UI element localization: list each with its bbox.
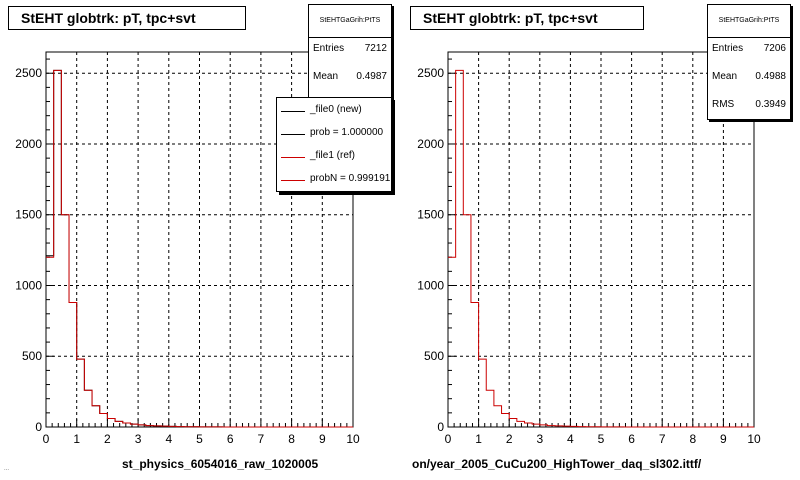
x-tick-label: 1 (73, 432, 80, 446)
x-tick-label: 3 (135, 432, 142, 446)
right-stats-rms: RMS 0.3949 (712, 99, 786, 110)
x-tick-label: 1 (475, 432, 482, 446)
footnote: ... (4, 466, 10, 472)
histogram-left: 0 1 2 3 4 5 6 7 8 9 10 0 500 1000 1500 2000 2500 (15, 51, 360, 446)
left-stats-mean: Mean 0.4987 (313, 71, 387, 82)
series-ref (46, 69, 353, 428)
x-tick-label: 6 (227, 432, 234, 446)
legend-line-probn (281, 180, 305, 181)
x-tick-label: 9 (720, 432, 727, 446)
x-tick-label: 9 (319, 432, 326, 446)
x-tick-label: 5 (196, 432, 203, 446)
footer-right-path: on/year_2005_CuCu200_HighTower_daq_sl302… (412, 457, 702, 471)
legend-entry: _file0 (new) (277, 101, 391, 121)
y-tick-label: 1500 (15, 208, 42, 222)
legend-line-prob (281, 134, 305, 135)
y-tick-label: 2500 (15, 66, 42, 80)
left-legend: _file0 (new) prob = 1.000000 _file1 (ref… (276, 97, 392, 192)
x-tick-label: 0 (43, 432, 50, 446)
x-tick-label: 7 (258, 432, 265, 446)
x-tick-label: 0 (445, 432, 452, 446)
x-tick-label: 3 (536, 432, 543, 446)
left-stats-box: StEHTGaGrih:PtTS Entries 7212 Mean 0.498… (308, 4, 392, 98)
left-stats-entries: Entries 7212 (313, 43, 387, 54)
x-tick-label: 8 (288, 432, 295, 446)
right-stats-box: StEHTGaGrih:PtTS Entries 7206 Mean 0.498… (707, 4, 791, 120)
y-tick-label: 2000 (417, 137, 444, 151)
x-tick-label: 7 (659, 432, 666, 446)
x-tick-label: 10 (346, 432, 360, 446)
y-tick-label: 500 (424, 349, 444, 363)
y-tick-label: 1500 (417, 208, 444, 222)
y-tick-label: 1000 (417, 278, 444, 292)
y-tick-label: 0 (437, 420, 444, 434)
right-chart-title: StEHT globtrk: pT, tpc+svt (410, 6, 644, 30)
series-ref (448, 69, 754, 428)
y-tick-label: 2000 (15, 137, 42, 151)
x-tick-label: 5 (598, 432, 605, 446)
left-chart-title: StEHT globtrk: pT, tpc+svt (8, 6, 246, 30)
x-tick-label: 4 (165, 432, 172, 446)
x-tick-label: 2 (506, 432, 513, 446)
x-tick-label: 10 (747, 432, 761, 446)
y-tick-label: 500 (22, 349, 42, 363)
histogram-right: 0 1 2 3 4 5 6 7 8 9 10 0 500 1000 1500 2000 2500 (417, 51, 761, 446)
y-tick-label: 0 (35, 420, 42, 434)
x-tick-label: 4 (567, 432, 574, 446)
legend-entry: probN = 0.999191 (277, 170, 391, 190)
legend-line-ref (281, 157, 305, 158)
legend-entry: prob = 1.000000 (277, 124, 391, 144)
x-tick-label: 6 (628, 432, 635, 446)
right-stats-mean: Mean 0.4988 (712, 71, 786, 82)
footer-left-filename: st_physics_6054016_raw_1020005 (122, 457, 319, 471)
legend-entry: _file1 (ref) (277, 147, 391, 167)
left-stats-name: StEHTGaGrih:PtTS (319, 17, 381, 24)
right-stats-entries: Entries 7206 (712, 43, 786, 54)
right-stats-name: StEHTGaGrih:PtTS (718, 17, 780, 24)
x-tick-label: 2 (104, 432, 111, 446)
y-tick-label: 2500 (417, 66, 444, 80)
y-tick-label: 1000 (15, 278, 42, 292)
legend-line-new (281, 111, 305, 112)
x-tick-label: 8 (689, 432, 696, 446)
